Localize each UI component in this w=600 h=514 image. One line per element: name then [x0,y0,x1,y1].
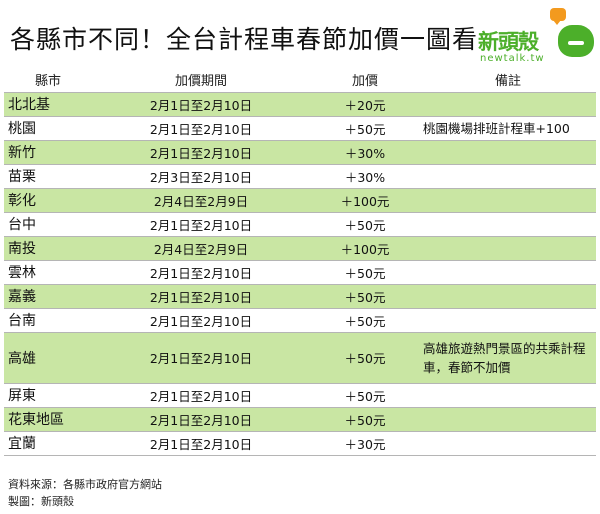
cell-area: 嘉義 [4,284,92,309]
cell-price: ＋50元 [310,407,420,432]
cell-price: ＋50元 [310,308,420,333]
cell-note [420,236,596,261]
cell-area: 彰化 [4,188,92,213]
cell-area: 台南 [4,308,92,333]
cell-area: 苗栗 [4,164,92,189]
cell-period: 2月4日至2月9日 [92,188,310,213]
cell-note [420,188,596,213]
table-row: 彰化 2月4日至2月9日 ＋100元 [4,188,596,213]
cell-note [420,407,596,432]
cell-period: 2月1日至2月10日 [92,332,310,384]
cell-period: 2月1日至2月10日 [92,308,310,333]
table-row: 台中 2月1日至2月10日 ＋50元 [4,212,596,237]
cell-area: 台中 [4,212,92,237]
cell-note [420,308,596,333]
table-row: 高雄 2月1日至2月10日 ＋50元 高雄旅遊熱門景區的共乘計程車，春節不加價 [4,332,596,384]
header-note: 備註 [420,67,596,93]
table-row: 嘉義 2月1日至2月10日 ＋50元 [4,284,596,309]
cell-area: 屏東 [4,383,92,408]
table-row: 台南 2月1日至2月10日 ＋50元 [4,308,596,333]
cell-price: ＋30% [310,140,420,165]
speech-bubble-icon [550,8,566,25]
header: 各縣市不同！全台計程車春節加價一圖看 新頭殼 newtalk.tw [0,0,600,66]
cell-note [420,383,596,408]
cell-period: 2月1日至2月10日 [92,116,310,141]
cell-period: 2月1日至2月10日 [92,431,310,456]
table-row: 新竹 2月1日至2月10日 ＋30% [4,140,596,165]
cell-area: 新竹 [4,140,92,165]
cell-note: 高雄旅遊熱門景區的共乘計程車，春節不加價 [420,332,596,384]
cell-price: ＋50元 [310,383,420,408]
cell-period: 2月4日至2月9日 [92,236,310,261]
cell-period: 2月1日至2月10日 [92,284,310,309]
cell-price: ＋20元 [310,92,420,117]
header-period: 加價期間 [92,67,310,93]
cell-price: ＋100元 [310,236,420,261]
chat-blob-icon [558,25,594,57]
cell-area: 宜蘭 [4,431,92,456]
table-row: 屏東 2月1日至2月10日 ＋50元 [4,383,596,408]
page-title: 各縣市不同！全台計程車春節加價一圖看 [10,25,479,54]
logo-domain: newtalk.tw [480,53,545,64]
table-row: 北北基 2月1日至2月10日 ＋20元 [4,92,596,117]
cell-period: 2月1日至2月10日 [92,260,310,285]
cell-price: ＋30元 [310,431,420,456]
cell-price: ＋100元 [310,188,420,213]
cell-area: 南投 [4,236,92,261]
logo-name: 新頭殼 [478,30,539,54]
cell-area: 北北基 [4,92,92,117]
cell-note [420,431,596,456]
cell-note [420,140,596,165]
cell-period: 2月1日至2月10日 [92,92,310,117]
header-area: 縣市 [4,67,92,93]
maker-note: 製圖：新頭殼 [8,495,74,508]
cell-note [420,164,596,189]
newtalk-logo: 新頭殼 newtalk.tw [478,8,596,66]
table-header-row: 縣市 加價期間 加價 備註 [4,67,596,93]
table-row: 桃園 2月1日至2月10日 ＋50元 桃園機場排班計程車+100 [4,116,596,141]
cell-price: ＋50元 [310,212,420,237]
table-row: 花東地區 2月1日至2月10日 ＋50元 [4,407,596,432]
cell-area: 高雄 [4,332,92,384]
cell-period: 2月1日至2月10日 [92,212,310,237]
table-row: 南投 2月4日至2月9日 ＋100元 [4,236,596,261]
cell-price: ＋30% [310,164,420,189]
cell-note [420,260,596,285]
table-row: 宜蘭 2月1日至2月10日 ＋30元 [4,431,596,456]
cell-period: 2月1日至2月10日 [92,140,310,165]
cell-period: 2月3日至2月10日 [92,164,310,189]
cell-price: ＋50元 [310,332,420,384]
cell-note [420,92,596,117]
table-row: 雲林 2月1日至2月10日 ＋50元 [4,260,596,285]
cell-period: 2月1日至2月10日 [92,407,310,432]
taxi-surcharge-table: 縣市 加價期間 加價 備註 北北基 2月1日至2月10日 ＋20元 桃園 2月1日至2月… [4,67,596,456]
footer: 資料來源：各縣市政府官方網站 製圖：新頭殼 [8,476,162,510]
table-row: 苗栗 2月3日至2月10日 ＋30% [4,164,596,189]
cell-area: 雲林 [4,260,92,285]
table-body: 北北基 2月1日至2月10日 ＋20元 桃園 2月1日至2月10日 ＋50元 桃園機場排班計… [4,92,596,456]
header-price: 加價 [310,67,420,93]
cell-area: 桃園 [4,116,92,141]
cell-note: 桃園機場排班計程車+100 [420,116,596,141]
cell-price: ＋50元 [310,284,420,309]
cell-note [420,212,596,237]
cell-price: ＋50元 [310,260,420,285]
cell-area: 花東地區 [4,407,92,432]
source-note: 資料來源：各縣市政府官方網站 [8,478,162,491]
cell-note [420,284,596,309]
cell-period: 2月1日至2月10日 [92,383,310,408]
cell-price: ＋50元 [310,116,420,141]
